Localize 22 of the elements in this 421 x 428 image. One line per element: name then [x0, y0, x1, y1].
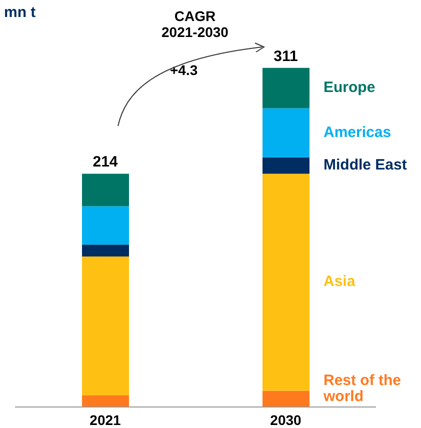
bar	[262, 157, 310, 174]
series-label: Asia	[324, 273, 356, 290]
text: CAGR 2021-2030	[160, 8, 230, 40]
y-axis-title: mn t	[4, 4, 36, 21]
bar	[82, 174, 129, 206]
annotation: 311	[274, 48, 298, 65]
bar	[262, 174, 310, 391]
bar	[262, 68, 310, 108]
annotation: +4.3	[170, 62, 198, 78]
x-tick-label: 2030	[270, 412, 302, 428]
series-label: Europe	[324, 79, 376, 96]
series-label: Americas	[324, 124, 392, 141]
bar	[82, 206, 129, 245]
bar	[262, 108, 310, 158]
bar	[82, 395, 129, 407]
series-label: Middle East	[324, 156, 407, 174]
bar	[82, 244, 129, 256]
series-label: Rest of the world	[322, 372, 402, 405]
x-tick-label: 2021	[90, 412, 122, 428]
bar	[82, 256, 129, 396]
annotation: 214	[92, 154, 118, 171]
bar	[262, 390, 310, 407]
